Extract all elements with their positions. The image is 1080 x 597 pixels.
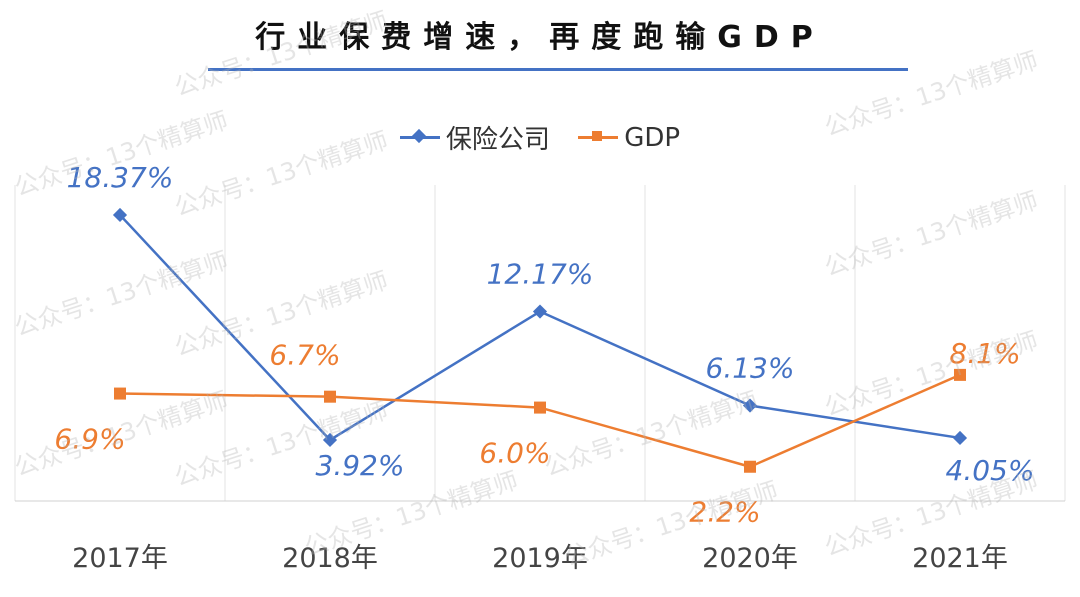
x-tick-label: 2020年 (702, 543, 798, 574)
data-point-square (114, 387, 126, 400)
legend-label: 保险公司 (445, 125, 550, 155)
data-label: 6.9% (54, 423, 125, 456)
data-label: 18.37% (67, 161, 174, 194)
legend-item-gdp: GDP (578, 123, 680, 153)
data-label: 6.0% (479, 437, 550, 470)
x-tick-label: 2017年 (72, 543, 168, 574)
data-point-diamond (952, 430, 968, 446)
x-tick-label: 2021年 (912, 543, 1008, 574)
data-label: 6.7% (269, 339, 340, 372)
x-tick-label: 2018年 (282, 543, 378, 574)
legend-marker-square (578, 131, 619, 141)
data-label: 3.92% (316, 449, 405, 482)
data-label: 6.13% (706, 352, 795, 385)
data-point-diamond (532, 304, 548, 319)
data-point-square (744, 460, 756, 473)
legend-item-insurance: 保险公司 (399, 119, 550, 156)
data-point-diamond (742, 398, 758, 413)
data-label: 2.2% (689, 496, 760, 529)
data-point-square (954, 368, 966, 381)
legend: 保险公司 GDP (0, 116, 1080, 156)
data-label: 8.1% (949, 337, 1020, 370)
chart-title: 行业保费增速，再度跑输GDP (255, 20, 825, 55)
x-tick-label: 2019年 (492, 543, 588, 574)
title-underline (208, 68, 908, 71)
legend-marker-diamond (399, 128, 440, 144)
data-point-square (324, 390, 336, 403)
data-point-square (534, 401, 546, 414)
legend-label: GDP (624, 122, 681, 153)
data-label: 12.17% (487, 258, 594, 291)
data-label: 4.05% (946, 454, 1035, 487)
data-point-diamond (322, 432, 338, 448)
